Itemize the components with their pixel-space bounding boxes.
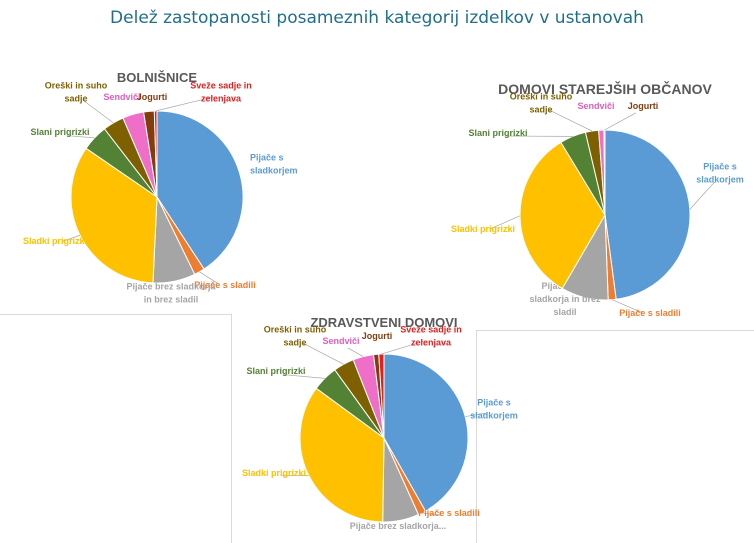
slice-label-sladki-prigrizki: Sladki prigrizki [242, 468, 306, 478]
slice-label-slani-prigrizki: Slani prigrizki [30, 127, 89, 137]
slice-label-pijace-s-sladili: Pijače s sladili [619, 308, 681, 318]
slice-label-pijace-s-sladkorjem: Pijače s sladkorjem [250, 153, 298, 176]
slice-label-sveze-sadje-in-zelenjava: Sveže sadje in zelenjava [190, 81, 252, 104]
slice-label-pijace-brez-sladkorja-in-brez-sladil: Pijače brez sladkorja in brez sladil [126, 282, 216, 305]
leader-line [283, 374, 325, 379]
leader-line [62, 234, 81, 242]
divider-left-bottom [0, 314, 232, 315]
leader-line [381, 340, 424, 355]
leader-line [689, 181, 715, 210]
chart-title: BOLNIŠNICE [117, 70, 198, 85]
leader-line [67, 135, 95, 139]
leader-line [490, 215, 521, 230]
slice-label-jogurti: Jogurti [137, 92, 168, 102]
divider-center-right [476, 330, 477, 543]
slice-label-pijace-s-sladili: Pijače s sladili [194, 280, 256, 290]
slice-label-oreski-in-suho-sadje: Oreški in suho sadje [264, 325, 327, 348]
chart-title: ZDRAVSTVENI DOMOVI [310, 315, 457, 330]
slice-label-jogurti: Jogurti [628, 101, 659, 111]
slice-label-pijace-s-sladkorjem: Pijače s sladkorjem [470, 398, 518, 421]
leader-line [548, 109, 593, 132]
slice-label-pijace-brez-sladkorja-in-brez-sladil: Pijače brez sladkorja... [350, 521, 447, 531]
slice-label-sveze-sadje-in-zelenjava: Sveže sadje in zelenjava [400, 325, 462, 348]
divider-center-left [231, 314, 232, 543]
leader-line [199, 271, 219, 285]
leader-line [347, 347, 364, 357]
slice-label-pijace-brez-sladkorja-in-brez-sladil: Pijače brez sladkorja in brez sladil [529, 281, 601, 317]
slice-label-oreski-in-suho-sadje: Oreški in suho sadje [510, 92, 573, 115]
pie-slice-pijace-s-sladkorjem [383, 353, 469, 512]
pie-slice-sladki-prigrizki [70, 147, 158, 284]
slice-label-sendvici: Sendviči [322, 336, 359, 346]
pie-slice-sladki-prigrizki [299, 387, 385, 523]
slice-label-slani-prigrizki: Slani prigrizki [246, 366, 305, 376]
leader-line [155, 96, 214, 112]
leader-line [421, 512, 442, 516]
pie-slice-pijace-s-sladkorjem [604, 129, 691, 300]
chart-title: DOMOVI STAREJŠIH OBČANOV [498, 80, 712, 97]
leader-line [301, 342, 344, 365]
slice-label-pijace-s-sladkorjem: Pijače s sladkorjem [696, 162, 744, 185]
slice-label-sendvici: Sendviči [103, 92, 140, 102]
leader-line [612, 299, 643, 314]
slice-label-sladki-prigrizki: Sladki prigrizki [451, 224, 515, 234]
slice-label-oreski-in-suho-sadje: Oreški in suho sadje [45, 81, 108, 104]
leader-line [604, 112, 637, 131]
slice-label-sladki-prigrizki: Sladki prigrizki [23, 236, 87, 246]
pie-chart-bolnisnice: BOLNIŠNICE Pijače s sladkorjem Pijače s sla… [23, 70, 298, 305]
pie-slice-sladki-prigrizki [519, 141, 606, 290]
page-title: Delež zastopanosti posameznih kategorij … [110, 8, 644, 28]
slice-label-jogurti: Jogurti [362, 331, 393, 341]
leader-line [82, 99, 114, 124]
pie-chart-domovi-starejsih-obcanov: DOMOVI STAREJŠIH OBČANOV Pijače s sladkorj… [451, 80, 744, 318]
slice-label-pijace-s-sladili: Pijače s sladili [418, 508, 480, 518]
divider-right-bottom [476, 330, 754, 331]
slice-label-slani-prigrizki: Slani prigrizki [468, 128, 527, 138]
leader-line [465, 412, 487, 417]
slice-label-sendvici: Sendviči [577, 101, 614, 111]
pie-chart-zdravstveni-domovi: ZDRAVSTVENI DOMOVI Pijače s sladkorjem Pija… [242, 315, 518, 531]
